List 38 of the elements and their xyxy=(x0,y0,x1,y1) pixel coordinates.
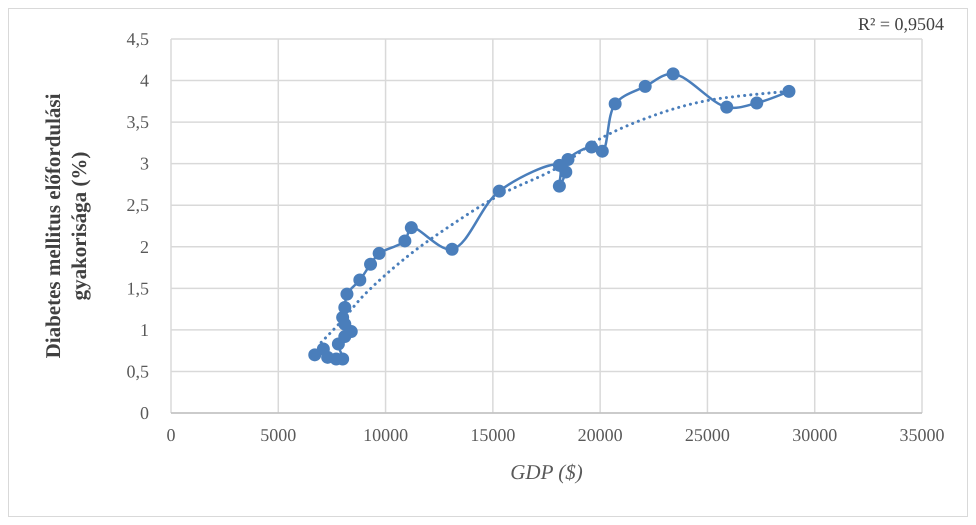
y-tick-label: 4,5 xyxy=(126,29,149,49)
text: R² = 0,9504 xyxy=(858,14,944,34)
y-tick-label: 3,5 xyxy=(126,112,149,132)
x-axis-title: GDP ($) xyxy=(510,460,583,484)
y-tick-label: 1 xyxy=(140,320,149,340)
x-tick-label: 15000 xyxy=(470,425,516,445)
point xyxy=(750,96,764,110)
point xyxy=(364,258,378,271)
point xyxy=(638,80,652,93)
y-tick-label: 4 xyxy=(140,70,149,91)
point xyxy=(559,165,572,178)
point xyxy=(552,180,566,193)
point xyxy=(372,246,386,260)
point xyxy=(608,97,622,110)
point xyxy=(404,221,418,234)
x-tick-label: 30000 xyxy=(792,425,838,445)
point xyxy=(720,100,734,114)
x-tick-label: 25000 xyxy=(684,425,730,445)
point xyxy=(596,144,609,158)
x-tick-label: 20000 xyxy=(578,425,623,445)
x-tick-label: 10000 xyxy=(363,425,408,445)
point xyxy=(666,67,680,80)
point xyxy=(353,274,366,287)
y-axis-title: Diabetes mellitus előfordulási gyakorisága (%) xyxy=(41,93,91,358)
x-tick-label: 5000 xyxy=(260,425,296,445)
x-tick-label: 0 xyxy=(166,425,176,445)
x-tick-label: 35000 xyxy=(900,425,944,445)
point xyxy=(338,300,352,314)
y-tick-label: 2,5 xyxy=(126,195,149,216)
point xyxy=(398,234,412,248)
point xyxy=(782,84,796,98)
y-tick-label: 3 xyxy=(140,154,149,174)
y-tick-label: 0,5 xyxy=(126,361,149,382)
point xyxy=(340,288,354,301)
y-tick-label: 2 xyxy=(140,236,149,257)
y-tick-label: 0 xyxy=(140,403,149,423)
y-tick-label: 1,5 xyxy=(126,278,149,298)
point xyxy=(446,242,459,256)
